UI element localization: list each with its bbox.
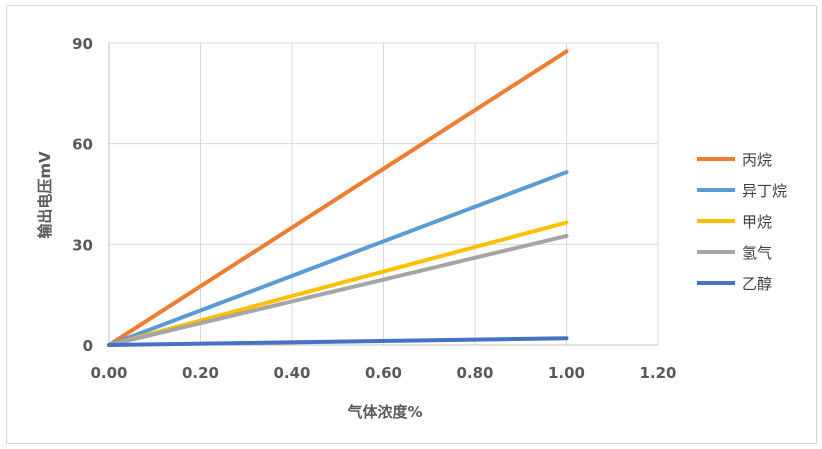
- series-line: [107, 49, 569, 347]
- y-tick-label: 90: [72, 35, 93, 53]
- x-tick-label: 1.20: [639, 364, 676, 382]
- x-tick-label: 0.20: [182, 364, 219, 382]
- y-tick-label: 60: [72, 136, 93, 154]
- legend-label: 乙醇: [742, 275, 772, 293]
- x-tick-label: 0.00: [90, 364, 127, 382]
- y-tick-label: 0: [83, 337, 93, 355]
- legend-label: 丙烷: [742, 151, 772, 169]
- gridlines: [109, 42, 659, 345]
- legend-item: 氢气: [697, 244, 772, 262]
- legend-item: 甲烷: [697, 213, 772, 231]
- x-tick-label: 0.80: [456, 364, 493, 382]
- legend-label: 异丁烷: [742, 182, 787, 200]
- legend-item: 丙烷: [697, 151, 772, 169]
- series-lines: [107, 49, 569, 347]
- series-line: [107, 220, 569, 347]
- chart-frame: [6, 5, 817, 444]
- legend-item: 乙醇: [697, 275, 772, 293]
- x-tick-label: 1.00: [548, 364, 585, 382]
- legend-item: 异丁烷: [697, 182, 787, 200]
- x-tick-label: 0.60: [365, 364, 402, 382]
- legend-label: 氢气: [742, 244, 772, 262]
- series-line: [107, 233, 569, 347]
- tick-labels: 0.00 0.20 0.40 0.60 0.80 1.00 1.20 0 30 60 90: [72, 35, 676, 382]
- y-axis-title: 输出电压mV: [36, 151, 54, 239]
- x-axis-title: 气体浓度%: [346, 403, 422, 421]
- y-tick-label: 30: [72, 236, 93, 254]
- x-tick-label: 0.40: [273, 364, 310, 382]
- legend-label: 甲烷: [742, 213, 772, 231]
- series-line: [107, 336, 569, 347]
- series-line: [107, 170, 569, 347]
